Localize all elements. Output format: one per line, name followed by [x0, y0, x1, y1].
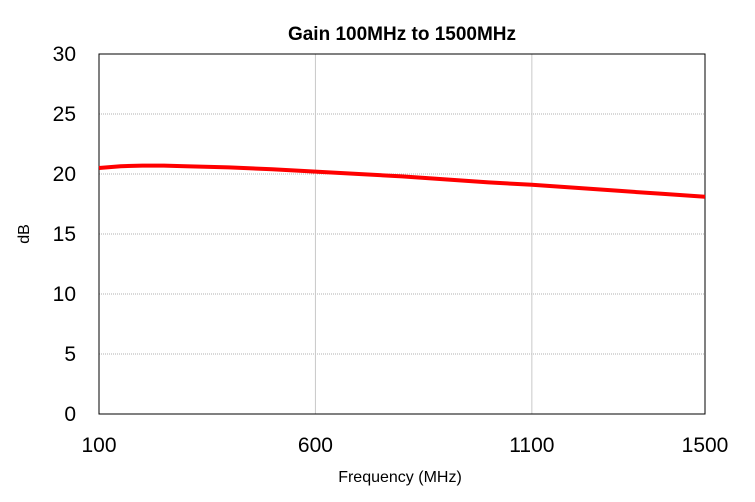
y-axis-label: dB: [16, 224, 33, 244]
y-tick-label: 25: [53, 103, 76, 126]
y-tick-label: 5: [64, 343, 76, 366]
series-line-gain: [98, 163, 706, 199]
x-tick-label: 1100: [509, 434, 554, 457]
x-tick-label: 600: [298, 434, 333, 457]
x-tick-label: 1500: [682, 434, 729, 457]
y-tick-label: 30: [53, 43, 76, 66]
grid-lines: [99, 54, 705, 414]
y-axis-ticks: 0 5 10 15 20 25 30: [53, 43, 76, 426]
x-tick-label: 100: [81, 434, 116, 457]
chart-title: Gain 100MHz to 1500MHz: [288, 24, 516, 45]
plot-area: [98, 53, 706, 415]
y-tick-label: 20: [53, 163, 76, 186]
y-tick-label: 15: [53, 223, 76, 246]
x-axis-ticks: 100 600 1100 1500: [81, 434, 728, 457]
y-tick-label: 10: [53, 283, 76, 306]
x-axis-label: Frequency (MHz): [338, 469, 462, 486]
y-tick-label: 0: [64, 403, 76, 426]
